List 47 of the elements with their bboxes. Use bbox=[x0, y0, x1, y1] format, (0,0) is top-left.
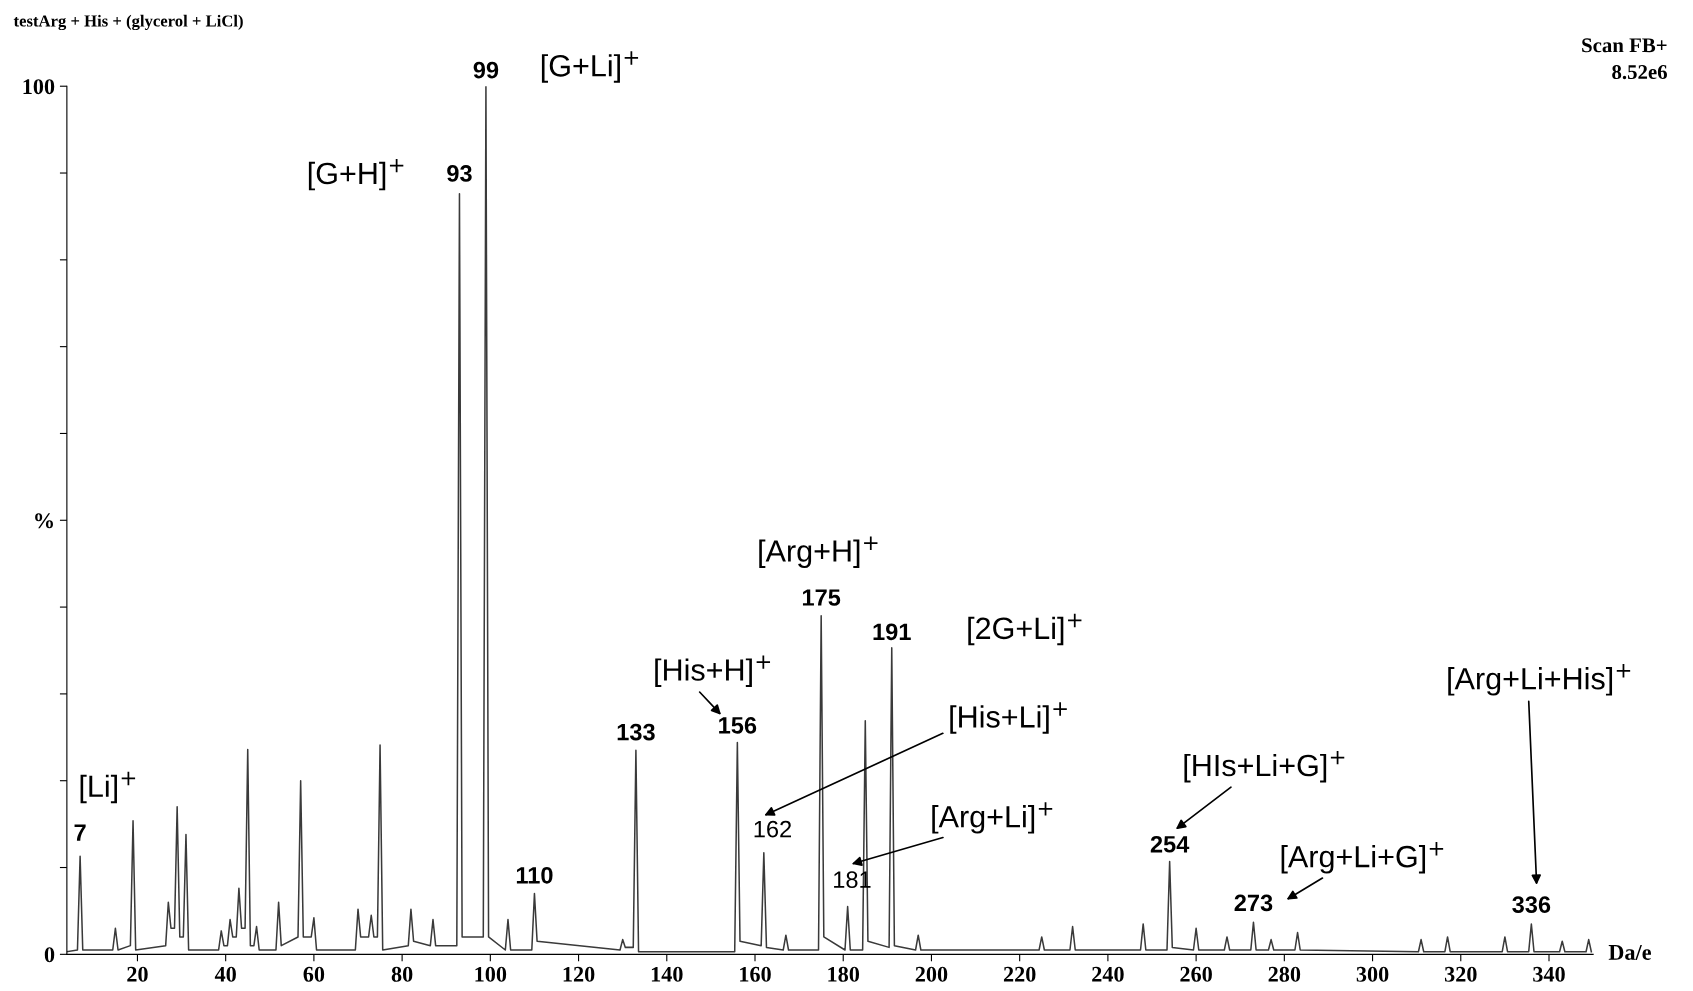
x-tick-label: 240 bbox=[1092, 966, 1124, 982]
x-tick-label: 280 bbox=[1268, 966, 1301, 982]
x-tick-label: 80 bbox=[391, 966, 413, 982]
x-tick-label: 140 bbox=[651, 966, 683, 982]
annotation: [His+H]$^{+}$ bbox=[655, 655, 771, 687]
x-tick-label: 200 bbox=[915, 966, 948, 982]
annotation: 336 bbox=[1512, 896, 1551, 913]
chart-title: testArg + His + (glycerol + LiCl) bbox=[13, 14, 243, 31]
annotation: 191 bbox=[873, 623, 911, 641]
annotation: 162 bbox=[754, 820, 792, 838]
text: 8.52e6 bbox=[1612, 65, 1667, 80]
x-tick-label: 100 bbox=[475, 966, 507, 982]
x-tick-label: 180 bbox=[828, 966, 860, 982]
annotation: 93 bbox=[447, 165, 472, 182]
annotation: [Arg+Li+His]$^{+}$ bbox=[1448, 664, 1631, 696]
y-tick-label: % bbox=[35, 513, 53, 529]
x-tick-label: 320 bbox=[1444, 966, 1477, 982]
annotation: 175 bbox=[802, 589, 841, 606]
annotation: [Arg+H]$^{+}$ bbox=[759, 536, 878, 568]
annotation: [Arg+Li]$^{+}$ bbox=[932, 802, 1053, 834]
annotation: [Li]$^{+}$ bbox=[80, 771, 136, 804]
x-tick-label: 20 bbox=[127, 966, 148, 982]
x-axis-title: Da/e bbox=[1608, 945, 1651, 960]
x-tick-label: 260 bbox=[1180, 966, 1212, 982]
text: [G+Li]$^{+}$ bbox=[541, 51, 639, 83]
y-tick-label: 100 bbox=[23, 79, 55, 95]
x-tick-label: 160 bbox=[740, 966, 771, 982]
annotation: [HIs+Li+G]$^{+}$ bbox=[1184, 750, 1345, 783]
annotation: 110 bbox=[516, 866, 553, 884]
x-tick-label: 40 bbox=[214, 966, 236, 982]
annotation: [2G+Li]$^{+}$ bbox=[968, 613, 1082, 646]
annotation: 254 bbox=[1150, 835, 1190, 853]
x-tick-label: 60 bbox=[303, 966, 325, 982]
annotation: [Arg+Li+G]$^{+}$ bbox=[1281, 842, 1444, 874]
y-tick-label: 0 bbox=[44, 947, 55, 963]
annotation: 156 bbox=[719, 716, 757, 734]
x-tick-label: 340 bbox=[1533, 966, 1565, 982]
annotation: 273 bbox=[1234, 894, 1273, 912]
x-tick-label: 300 bbox=[1356, 966, 1389, 982]
text: Scan FB+ bbox=[1582, 38, 1667, 53]
annotation: 7 bbox=[74, 824, 86, 841]
annotation: [His+Li]$^{+}$ bbox=[950, 702, 1067, 734]
annotation: 133 bbox=[617, 723, 655, 741]
x-tick-label: 120 bbox=[563, 966, 595, 982]
x-tick-label: 220 bbox=[1003, 966, 1036, 982]
annotation: [G+H]$^{+}$ bbox=[308, 158, 404, 191]
annotation: 99 bbox=[473, 61, 499, 79]
